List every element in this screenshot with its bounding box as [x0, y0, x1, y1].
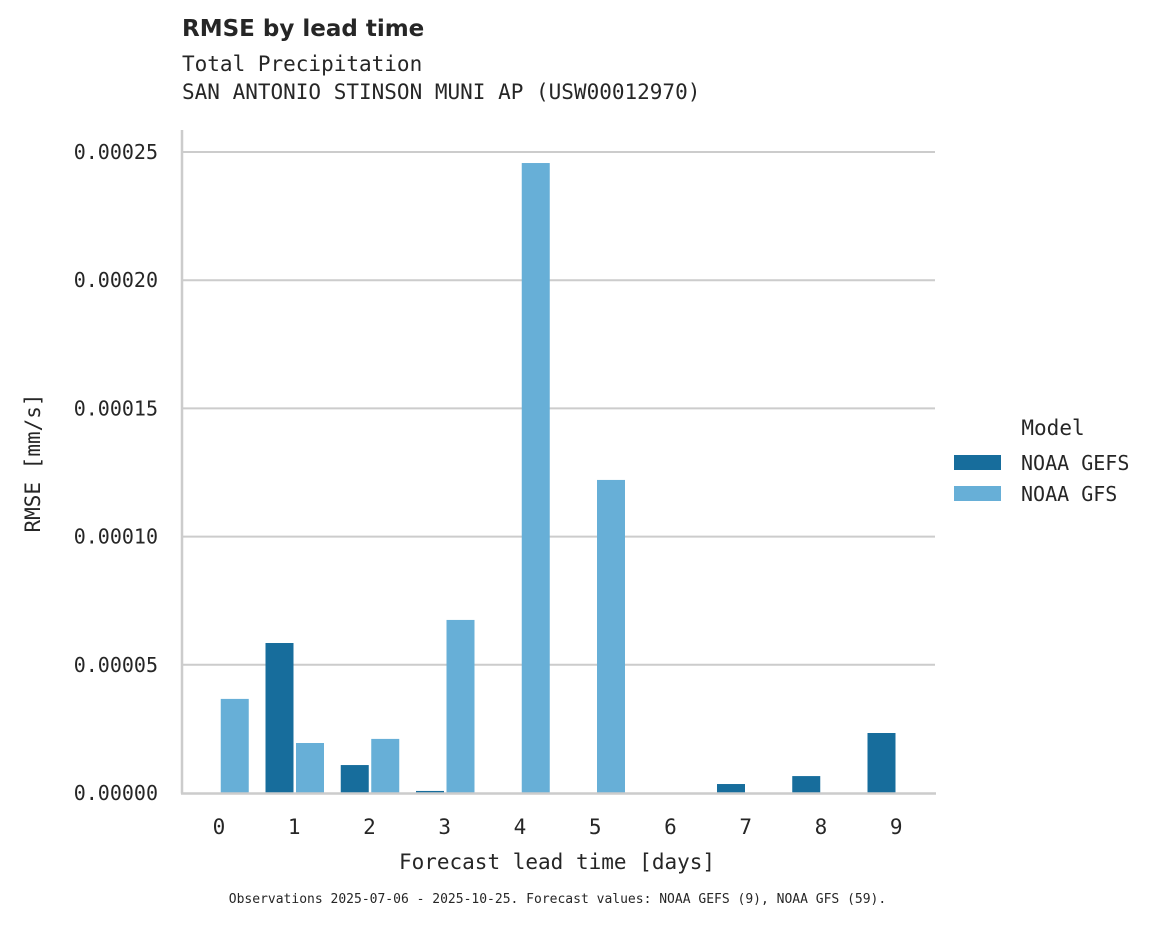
y-tick-labels: 0.00000 0.00005 0.00010 0.00015 0.00020 0.000…: [74, 140, 158, 805]
bar-noaa-gfs-day-4: [521, 163, 550, 793]
y-tick-label: 0.00020: [74, 268, 158, 292]
bar-noaa-gefs-day-1: [265, 643, 294, 793]
bar-noaa-gfs-day-5: [597, 479, 625, 793]
chart-subtitle-station: SAN ANTONIO STINSON MUNI AP (USW00012970…: [182, 80, 701, 104]
chart-title: RMSE by lead time: [182, 16, 425, 42]
axes: [180, 130, 936, 795]
y-tick-label: 0.00010: [74, 525, 158, 549]
legend-label: NOAA GEFS: [1021, 451, 1129, 475]
x-axis-label: Forecast lead time [days]: [399, 850, 715, 874]
bar-noaa-gefs-day-3: [416, 790, 444, 793]
footnote: Observations 2025-07-06 - 2025-10-25. Fo…: [228, 892, 887, 907]
x-tick-label: 9: [890, 815, 903, 839]
legend-swatch: [954, 486, 1001, 501]
x-tick-label: 0: [213, 815, 226, 839]
gridlines: [182, 151, 935, 666]
x-tick-label: 4: [514, 815, 527, 839]
y-tick-label: 0.00000: [74, 781, 158, 805]
y-tick-label: 0.00015: [74, 396, 158, 420]
y-axis-label: RMSE [mm/s]: [21, 393, 45, 532]
legend-label: NOAA GFS: [1021, 482, 1117, 506]
bar-noaa-gefs-day-7: [717, 784, 745, 793]
y-tick-label: 0.00025: [74, 140, 158, 164]
y-tick-label: 0.00005: [74, 653, 158, 677]
x-tick-label: 3: [438, 815, 451, 839]
x-tick-label: 6: [664, 815, 677, 839]
x-tick-label: 2: [363, 815, 376, 839]
bars: [220, 163, 896, 793]
bar-noaa-gfs-day-1: [296, 743, 324, 793]
x-tick-label: 5: [589, 815, 602, 839]
x-tick-labels: 0 1 2 3 4 5 6 7 8 9: [213, 815, 903, 839]
bar-noaa-gfs-day-3: [446, 619, 475, 793]
legend: Model NOAA GEFS NOAA GFS: [954, 416, 1129, 506]
bar-noaa-gfs-day-0: [220, 698, 249, 793]
bar-noaa-gfs-day-2: [371, 738, 400, 793]
bar-noaa-gefs-day-2: [340, 765, 369, 793]
bar-noaa-gefs-day-9: [867, 733, 896, 793]
chart-subtitle-variable: Total Precipitation: [182, 52, 423, 76]
x-tick-label: 7: [739, 815, 752, 839]
legend-swatch: [954, 455, 1001, 470]
legend-title: Model: [1021, 416, 1084, 440]
bar-noaa-gefs-day-8: [792, 776, 821, 793]
x-tick-label: 8: [815, 815, 828, 839]
x-tick-label: 1: [288, 815, 301, 839]
